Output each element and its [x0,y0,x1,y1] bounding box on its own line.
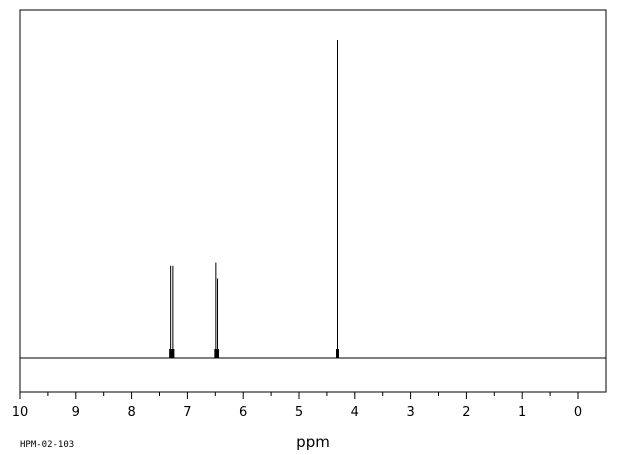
x-tick-label: 2 [462,405,470,420]
peak-base-1 [171,349,175,358]
x-axis-ticks [19,392,579,399]
x-tick-label: 8 [127,405,135,420]
peak-base-2 [214,349,218,358]
x-tick-label: 3 [406,405,414,420]
x-tick-label: 0 [574,405,582,420]
x-tick-label: 6 [239,405,247,420]
peak-base-3 [216,349,220,358]
peak-base-0 [169,349,173,358]
x-tick-label: 1 [518,405,526,420]
x-tick-label: 4 [351,405,359,420]
x-tick-label: 9 [72,405,80,420]
peaks-group [169,40,340,358]
x-tick-label: 10 [12,405,29,420]
x-axis-tick-labels: 10 9 8 7 6 5 4 3 2 1 0 [12,405,582,420]
x-axis-title: ppm [296,433,330,451]
plot-frame [19,9,607,393]
sample-id-label: HPM-02-103 [20,440,74,450]
peak-base-4 [336,349,340,358]
x-tick-label: 7 [183,405,191,420]
x-tick-label: 5 [295,405,303,420]
